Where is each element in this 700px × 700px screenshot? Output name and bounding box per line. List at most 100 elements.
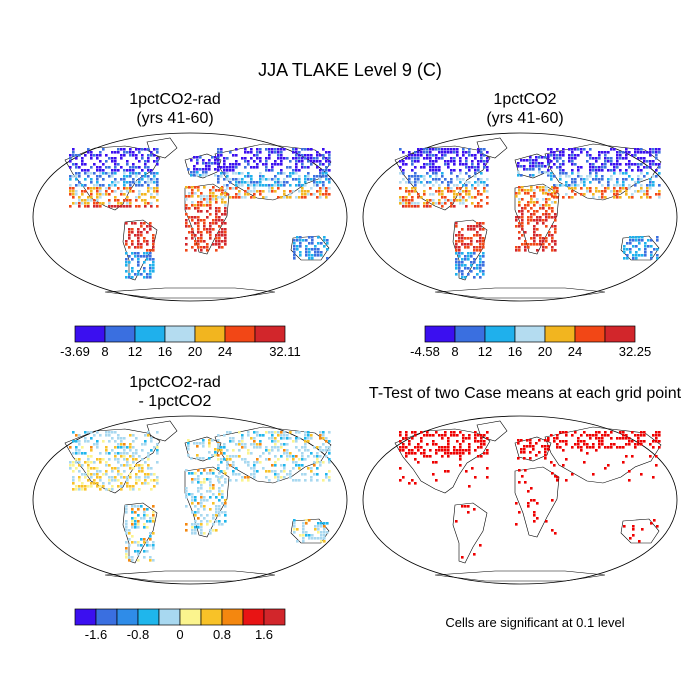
grid-cell (429, 163, 432, 166)
grid-cell (202, 442, 205, 445)
grid-cell (536, 222, 539, 225)
grid-cell (533, 240, 536, 243)
grid-cell (72, 202, 75, 205)
grid-cell (137, 553, 140, 556)
grid-cell (296, 248, 299, 251)
grid-cell (420, 437, 423, 440)
grid-cell (473, 225, 476, 228)
grid-cell (132, 434, 135, 437)
grid-cell (405, 437, 408, 440)
grid-cell (146, 550, 149, 553)
grid-cell (554, 216, 557, 219)
grid-cell (132, 485, 135, 488)
grid-cell (547, 437, 550, 440)
grid-cell (629, 236, 632, 239)
grid-cell (105, 449, 108, 452)
grid-cell (548, 207, 551, 210)
grid-cell (533, 219, 536, 222)
grid-cell (220, 476, 223, 479)
grid-cell (125, 240, 128, 243)
grid-cell (200, 201, 203, 204)
grid-cell (223, 184, 226, 187)
grid-cell (538, 439, 541, 442)
grid-cell (458, 231, 461, 234)
grid-cell (456, 148, 459, 151)
grid-cell (526, 159, 529, 162)
grid-cell (308, 257, 311, 260)
grid-cell (455, 246, 458, 249)
grid-cell (477, 166, 480, 169)
grid-cell (87, 485, 90, 488)
grid-cell (613, 172, 616, 175)
grid-cell (126, 187, 129, 190)
grid-cell (307, 175, 310, 178)
grid-cell (538, 165, 541, 168)
grid-cell (129, 169, 132, 172)
grid-cell (450, 452, 453, 455)
grid-cell (604, 166, 607, 169)
grid-cell (250, 178, 253, 181)
grid-cell (647, 239, 650, 242)
grid-cell (530, 243, 533, 246)
grid-cell (298, 196, 301, 199)
grid-cell (471, 154, 474, 157)
grid-cell (592, 193, 595, 196)
grid-cell (215, 213, 218, 216)
grid-cell (301, 154, 304, 157)
grid-cell (307, 178, 310, 181)
grid-cell (156, 431, 159, 434)
grid-cell (199, 174, 202, 177)
grid-cell (143, 261, 146, 264)
grid-cell (302, 531, 305, 534)
grid-cell (539, 207, 542, 210)
grid-cell (441, 196, 444, 199)
grid-cell (280, 437, 283, 440)
grid-cell (483, 452, 486, 455)
grid-cell (224, 213, 227, 216)
grid-cell (453, 157, 456, 160)
grid-cell (408, 193, 411, 196)
grid-cell (197, 526, 200, 529)
grid-cell (554, 201, 557, 204)
grid-cell (232, 178, 235, 181)
grid-cell (622, 172, 625, 175)
grid-cell (197, 228, 200, 231)
grid-cell (191, 228, 194, 231)
grid-cell (532, 168, 535, 171)
grid-cell (325, 440, 328, 443)
grid-cell (310, 476, 313, 479)
grid-cell (304, 431, 307, 434)
grid-cell (625, 434, 628, 437)
grid-cell (141, 470, 144, 473)
grid-cell (149, 520, 152, 523)
grid-cell (479, 228, 482, 231)
grid-cell (307, 434, 310, 437)
grid-cell (126, 464, 129, 467)
grid-cell (152, 544, 155, 547)
colorbar-swatch (221, 608, 244, 626)
map-panel-4-ttest (362, 415, 678, 585)
grid-cell (542, 198, 545, 201)
grid-cell (209, 496, 212, 499)
grid-cell (293, 519, 296, 522)
grid-cell (456, 452, 459, 455)
grid-cell (319, 181, 322, 184)
grid-cell (123, 470, 126, 473)
grid-cell (467, 511, 470, 514)
grid-cell (111, 184, 114, 187)
grid-cell (556, 434, 559, 437)
grid-cell (536, 502, 539, 505)
grid-cell (414, 190, 417, 193)
grid-cell (185, 207, 188, 210)
grid-cell (218, 505, 221, 508)
grid-cell (96, 470, 99, 473)
grid-cell (280, 160, 283, 163)
grid-cell (241, 196, 244, 199)
grid-cell (241, 476, 244, 479)
grid-cell (241, 157, 244, 160)
coastline-antarctica (434, 287, 606, 299)
grid-cell (411, 163, 414, 166)
grid-cell (305, 534, 308, 537)
grid-cell (131, 258, 134, 261)
grid-cell (551, 472, 554, 475)
